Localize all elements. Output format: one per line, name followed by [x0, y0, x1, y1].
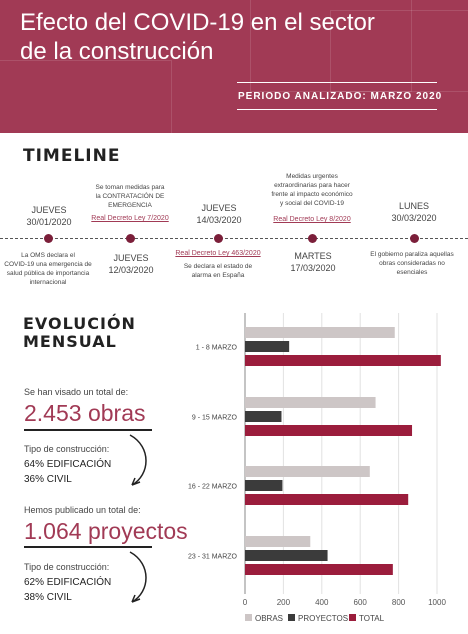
x-tick-label: 800	[392, 598, 406, 607]
x-tick-label: 0	[243, 598, 248, 607]
timeline-description: Medidas urgentes extraordinarias para hac…	[271, 173, 353, 207]
timeline-date: JUEVES 14/03/2020	[196, 203, 242, 225]
proyectos-intro: Hemos publicado un total de:	[24, 505, 141, 515]
timeline-dot	[308, 234, 317, 243]
timeline-date: JUEVES 12/03/2020	[108, 253, 154, 275]
x-tick-label: 200	[277, 598, 291, 607]
x-tick-label: 600	[354, 598, 368, 607]
legend-label: TOTAL	[359, 614, 385, 623]
timeline-description: Se declara el estado de alarma en España	[183, 263, 253, 279]
category-label: 16 - 22 MARZO	[188, 484, 238, 491]
periodo-label: PERIODO ANALIZADO: MARZO 2020	[238, 91, 443, 102]
bar-proyectos	[245, 411, 282, 422]
legend-swatch	[288, 614, 295, 621]
header-rule-top	[237, 82, 437, 83]
obras-edificacion: 64% EDIFICACIÓN	[24, 459, 112, 470]
x-tick-label: 400	[315, 598, 329, 607]
bar-proyectos	[245, 341, 290, 352]
bar-obras	[245, 397, 376, 408]
timeline-dot	[214, 234, 223, 243]
legend-label: PROYECTOS	[298, 614, 348, 623]
x-tick-label: 1000	[428, 598, 446, 607]
curved-arrow-icon	[129, 434, 147, 486]
bar-total	[245, 564, 393, 575]
timeline-dot	[126, 234, 135, 243]
category-label: 9 - 15 MARZO	[192, 415, 238, 422]
bar-proyectos	[245, 550, 328, 561]
header-rule-bottom	[237, 109, 437, 110]
bar-proyectos	[245, 480, 283, 491]
proyectos-total: 1.064 proyectos	[24, 518, 188, 544]
decorative-frame	[330, 10, 468, 92]
obras-divider	[24, 429, 152, 431]
legend-label: OBRAS	[255, 614, 283, 623]
curved-arrow-icon	[129, 551, 147, 603]
bar-obras	[245, 536, 311, 547]
link-real-decreto-7-2020[interactable]: Real Decreto Ley 7/2020	[91, 215, 169, 222]
timeline-description: Se toman medidas para la CONTRATACIÓN DE E…	[95, 184, 165, 209]
timeline-date: LUNES 30/03/2020	[391, 201, 437, 223]
timeline-axis	[0, 238, 468, 239]
obras-civil: 36% CIVIL	[24, 474, 72, 485]
category-label: 23 - 31 MARZO	[188, 554, 238, 561]
timeline-heading: TIMELINE	[23, 146, 121, 166]
proyectos-tipo-label: Tipo de construcción:	[24, 562, 110, 572]
title-line-2: de la construcción	[20, 38, 214, 65]
proyectos-divider	[24, 546, 152, 548]
bar-total	[245, 494, 409, 505]
bar-obras	[245, 327, 395, 338]
evolucion-heading: EVOLUCIÓN MENSUAL	[23, 314, 136, 351]
timeline-description: La OMS declara el COVID-19 una emergencia…	[4, 252, 92, 286]
timeline-dot	[410, 234, 419, 243]
decorative-frame	[250, 0, 412, 92]
link-real-decreto-8-2020[interactable]: Real Decreto Ley 8/2020	[273, 216, 351, 223]
bar-obras	[245, 466, 370, 477]
proyectos-civil: 38% CIVIL	[24, 592, 72, 603]
legend-swatch	[349, 614, 356, 621]
proyectos-edificacion: 62% EDIFICACIÓN	[24, 577, 112, 588]
obras-tipo-label: Tipo de construcción:	[24, 444, 110, 454]
timeline-date: JUEVES 30/01/2020	[26, 205, 72, 227]
bar-total	[245, 425, 413, 436]
link-real-decreto-463-2020[interactable]: Real Decreto Ley 463/2020	[175, 250, 261, 257]
title-line-1: Efecto del COVID-19 en el sector	[20, 9, 375, 36]
timeline-date: MARTES 17/03/2020	[290, 251, 336, 273]
header-banner: Efecto del COVID-19 en el sector de la c…	[0, 0, 468, 133]
page-title: Efecto del COVID-19 en el sector de la c…	[20, 8, 450, 66]
bar-total	[245, 355, 441, 366]
decorative-frame	[0, 60, 172, 133]
legend-swatch	[245, 614, 252, 621]
timeline-dot	[44, 234, 53, 243]
timeline-description: El gobierno paraliza aquellas obras consi…	[370, 251, 454, 276]
obras-intro: Se han visado un total de:	[24, 387, 129, 397]
obras-total: 2.453 obras	[24, 400, 146, 426]
category-label: 1 - 8 MARZO	[196, 345, 238, 352]
